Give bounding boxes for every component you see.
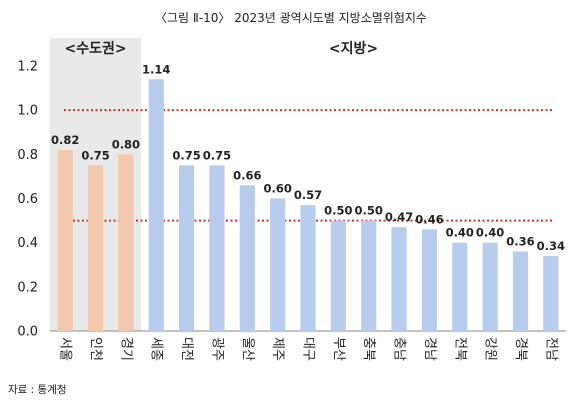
data-label-세종: 1.14 — [142, 62, 170, 76]
data-label-강원: 0.40 — [476, 226, 504, 240]
bar-제주 — [270, 198, 286, 331]
category-label-전남: 전남 — [543, 337, 558, 361]
data-label-경남: 0.46 — [415, 212, 443, 226]
category-label-세종: 세종 — [149, 337, 164, 361]
bar-대구 — [300, 205, 316, 332]
y-tick-label: 1.0 — [17, 104, 38, 119]
y-tick-label: 0.0 — [17, 325, 38, 340]
data-label-대전: 0.75 — [172, 148, 200, 162]
chart-title: 〈그림 Ⅱ-10〉 2023년 광역시도별 지방소멸위험지수 — [155, 11, 427, 25]
bar-충북 — [361, 220, 377, 331]
bar-강원 — [482, 242, 498, 331]
bar-충남 — [391, 227, 407, 331]
data-label-전북: 0.40 — [446, 226, 474, 240]
y-tick-label: 1.2 — [17, 60, 38, 75]
bar-전남 — [543, 255, 559, 331]
data-label-경기: 0.80 — [112, 137, 140, 151]
bar-울산 — [239, 185, 255, 331]
category-labels: 서울 인천 경기 세종 대전 광주 울산 제주 대구 부산 충북 충남 경남 전북 강원 경북 전남 — [58, 337, 559, 361]
y-tick-label: 0.4 — [17, 236, 38, 251]
y-tick-label: 0.6 — [17, 192, 38, 207]
data-label-서울: 0.82 — [51, 133, 79, 147]
bars — [57, 79, 559, 332]
data-label-광주: 0.75 — [203, 148, 231, 162]
bar-경북 — [512, 251, 529, 331]
source-note: 자료 : 통계청 — [8, 384, 67, 396]
data-labels: 0.820.750.801.140.75 0.750.660.60 0.570.50… — [51, 62, 565, 253]
bar-인천 — [87, 165, 104, 332]
y-tick-label: 0.8 — [17, 148, 38, 163]
category-label-경남: 경남 — [422, 337, 437, 361]
y-tick-label: 0.2 — [17, 280, 38, 295]
bar-세종 — [148, 79, 164, 331]
data-label-충남: 0.47 — [385, 210, 413, 224]
data-label-경북: 0.36 — [506, 235, 534, 249]
bar-경남 — [421, 229, 437, 331]
category-label-강원: 강원 — [483, 337, 498, 361]
data-label-대구: 0.57 — [294, 188, 322, 202]
data-label-전남: 0.34 — [537, 239, 565, 253]
bar-전북 — [452, 242, 468, 331]
bar-광주 — [209, 165, 225, 332]
data-label-인천: 0.75 — [81, 148, 109, 162]
group-label-regional: <지방> — [329, 40, 378, 57]
group-labels: <수도권> <지방> — [64, 40, 378, 57]
group-label-capital: <수도권> — [64, 41, 126, 57]
y-axis-ticks: 0.0 0.2 0.4 0.6 0.8 1.0 1.2 — [17, 60, 38, 340]
category-label-대전: 대전 — [179, 337, 194, 361]
bar-부산 — [330, 220, 346, 331]
data-label-부산: 0.50 — [324, 204, 352, 218]
category-label-서울: 서울 — [58, 337, 73, 361]
category-label-울산: 울산 — [240, 337, 255, 361]
category-label-제주: 제주 — [270, 337, 285, 361]
bar-경기 — [118, 154, 134, 331]
data-label-제주: 0.60 — [263, 182, 291, 196]
bar-대전 — [179, 165, 195, 332]
bar-서울 — [57, 149, 73, 331]
category-label-인천: 인천 — [88, 337, 103, 361]
category-label-경기: 경기 — [118, 337, 133, 361]
category-label-경북: 경북 — [513, 337, 528, 361]
category-label-전북: 전북 — [452, 337, 467, 361]
data-label-울산: 0.66 — [233, 168, 261, 182]
category-label-충북: 충북 — [361, 337, 376, 361]
category-label-대구: 대구 — [301, 337, 316, 361]
category-label-부산: 부산 — [331, 337, 346, 361]
category-label-광주: 광주 — [209, 337, 224, 361]
data-label-충북: 0.50 — [355, 204, 383, 218]
category-label-충남: 충남 — [392, 337, 407, 361]
